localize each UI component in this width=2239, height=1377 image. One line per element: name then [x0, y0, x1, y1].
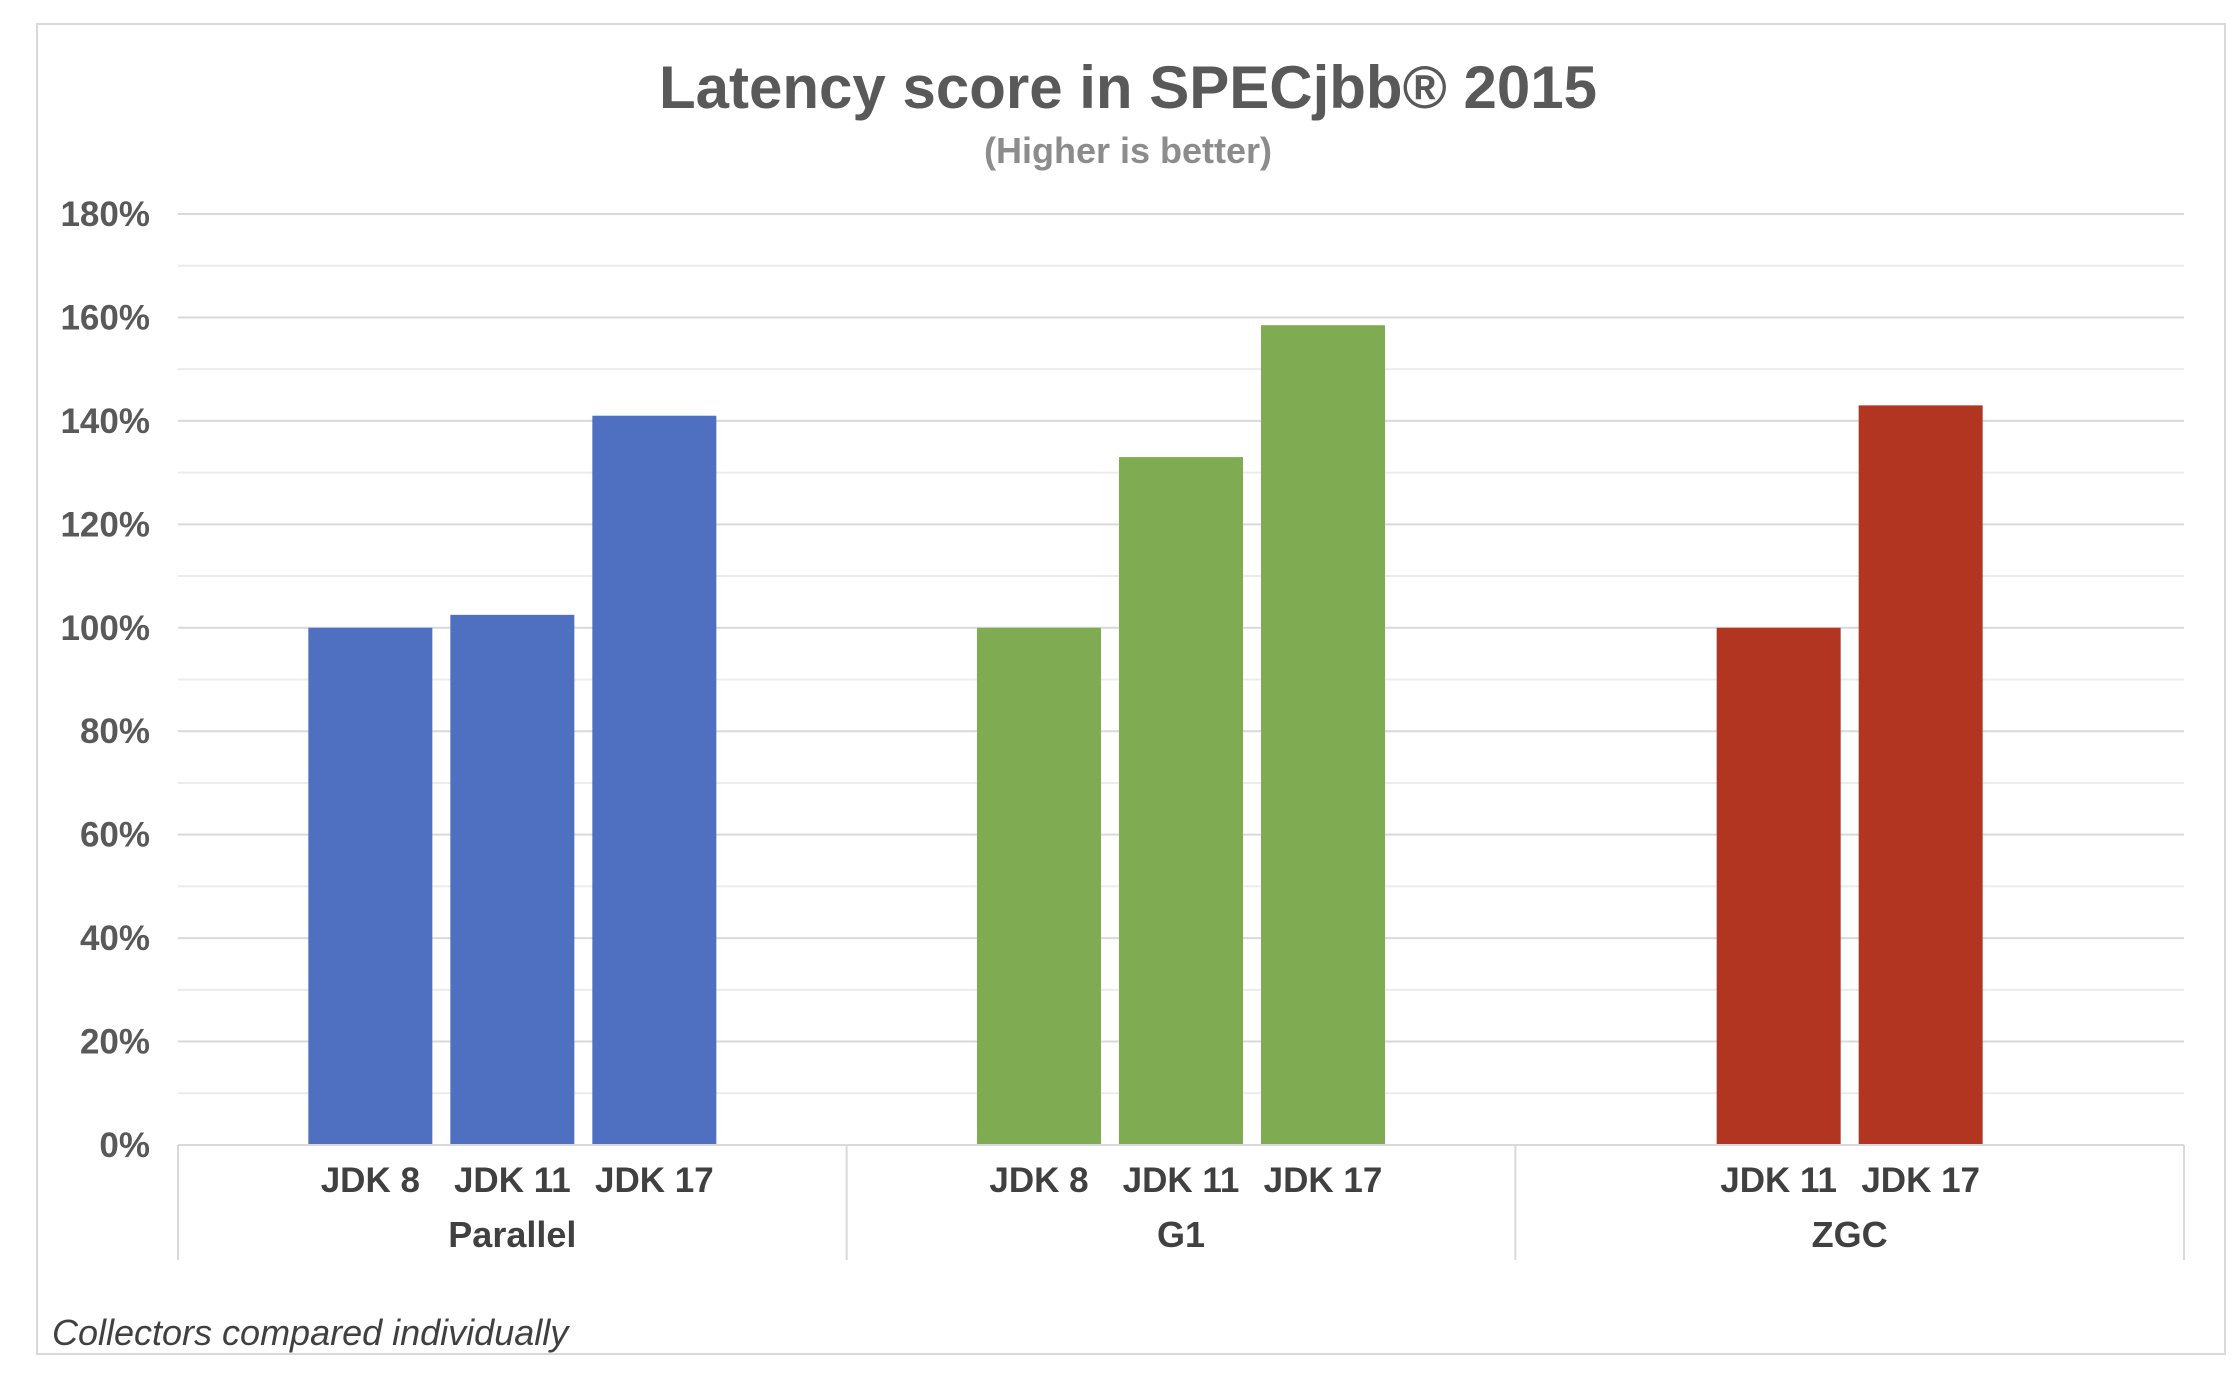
- chart-subtitle: (Higher is better): [984, 130, 1272, 171]
- y-tick-label: 120%: [60, 505, 150, 544]
- y-tick-label: 160%: [60, 298, 150, 337]
- x-category-label: JDK 17: [1861, 1161, 1980, 1200]
- x-group-label: G1: [1157, 1214, 1205, 1255]
- bar-g1-jdk-11: [1119, 457, 1243, 1145]
- x-category-label: JDK 11: [454, 1161, 571, 1200]
- x-category-label: JDK 8: [321, 1161, 420, 1200]
- x-category-label: JDK 17: [1264, 1161, 1383, 1200]
- y-axis-ticks: 0% 20% 40% 60% 80% 100% 120% 140% 160% 180%: [60, 195, 150, 1165]
- y-tick-label: 180%: [60, 195, 150, 234]
- y-tick-label: 80%: [80, 712, 150, 751]
- x-category-label: JDK 11: [1123, 1161, 1240, 1200]
- y-tick-label: 20%: [80, 1023, 150, 1062]
- y-tick-label: 60%: [80, 816, 150, 855]
- bar-parallel-jdk-17: [592, 415, 717, 1145]
- y-tick-label: 40%: [80, 919, 150, 958]
- bar-zgc-jdk-17: [1858, 405, 1983, 1146]
- x-group-label: ZGC: [1812, 1214, 1888, 1255]
- bar-g1-jdk-17: [1261, 325, 1385, 1146]
- bar-parallel-jdk-8: [308, 627, 433, 1145]
- x-axis: JDK 8 JDK 11 JDK 17 Parallel JDK 8 JDK 11 JDK …: [177, 1144, 2185, 1260]
- bars: [308, 325, 1983, 1146]
- footnote: Collectors compared individually: [52, 1312, 570, 1353]
- bar-parallel-jdk-11: [450, 614, 575, 1145]
- y-tick-label: 140%: [60, 402, 150, 441]
- x-category-label: JDK 8: [989, 1161, 1088, 1200]
- x-category-label: JDK 11: [1720, 1161, 1837, 1200]
- x-category-label: JDK 17: [595, 1161, 714, 1200]
- bar-g1-jdk-8: [977, 627, 1101, 1145]
- x-group-label: Parallel: [448, 1214, 576, 1255]
- chart-title: Latency score in SPECjbb® 2015: [659, 54, 1597, 121]
- y-tick-label: 0%: [99, 1126, 150, 1165]
- y-tick-label: 100%: [60, 609, 150, 648]
- bar-zgc-jdk-11: [1716, 627, 1841, 1145]
